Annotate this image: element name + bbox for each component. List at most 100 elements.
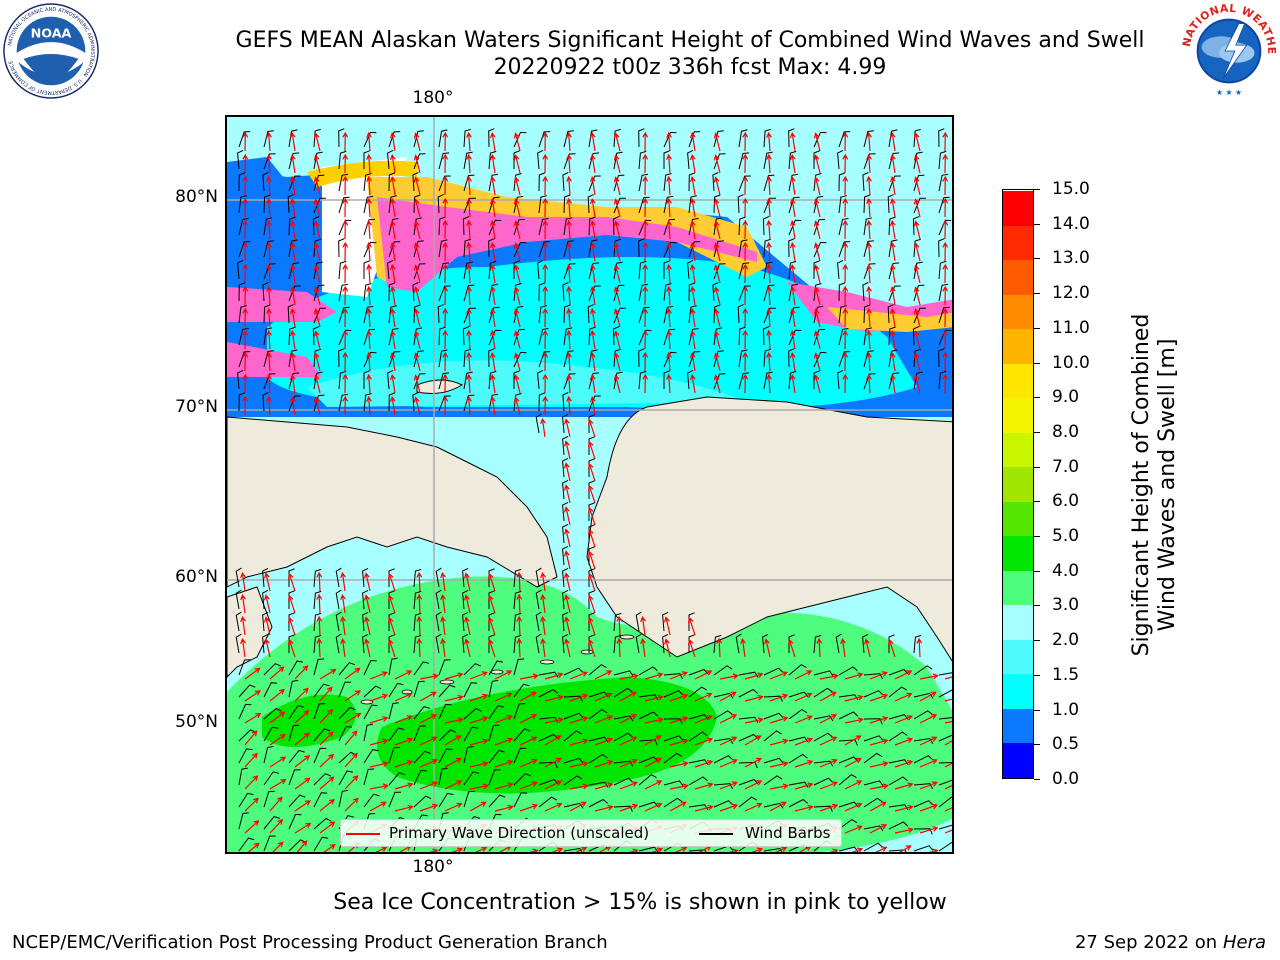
- wave-direction-arrow: [440, 593, 446, 614]
- wind-barb: [563, 240, 574, 258]
- wave-direction-arrow: [713, 220, 721, 240]
- wave-direction-arrow: [869, 693, 889, 702]
- wave-direction-arrow: [744, 672, 764, 680]
- wave-direction-arrow: [894, 737, 914, 746]
- wind-barb: [238, 282, 246, 302]
- wind-barb: [535, 567, 542, 588]
- wave-direction-arrow: [319, 776, 335, 790]
- wind-barb: [263, 790, 275, 808]
- wave-direction-arrow: [289, 285, 296, 306]
- wave-direction-arrow: [589, 307, 596, 328]
- wind-barb: [713, 240, 724, 258]
- wind-barb: [738, 372, 750, 390]
- wave-direction-arrow: [844, 735, 862, 746]
- wind-barb: [288, 568, 295, 587]
- wave-direction-arrow: [689, 329, 696, 350]
- wind-barb: [788, 753, 808, 764]
- wind-barb: [238, 241, 251, 258]
- wave-direction-arrow: [389, 241, 396, 262]
- wave-direction-arrow: [540, 571, 546, 592]
- wave-direction-arrow: [413, 330, 421, 350]
- wind-barb: [413, 634, 422, 654]
- wave-direction-arrow: [587, 440, 596, 460]
- wave-direction-arrow: [619, 781, 638, 790]
- wind-barb: [763, 151, 773, 170]
- wind-barb: [488, 260, 497, 280]
- wave-direction-arrow: [413, 264, 421, 284]
- wind-barb: [663, 241, 677, 258]
- wave-direction-arrow: [666, 263, 672, 284]
- wind-barb: [613, 128, 621, 148]
- wave-direction-arrow: [440, 615, 446, 636]
- wind-barb: [663, 283, 672, 302]
- wind-barb: [263, 153, 276, 170]
- wind-barb: [462, 216, 470, 236]
- wave-direction-arrow: [666, 153, 672, 174]
- wave-direction-arrow: [369, 738, 389, 746]
- wave-direction-arrow: [587, 616, 596, 636]
- wave-direction-arrow: [444, 735, 462, 746]
- wind-barb: [562, 479, 569, 500]
- wind-barb: [438, 703, 452, 720]
- wave-direction-arrow: [289, 131, 296, 152]
- wind-barb: [588, 502, 595, 521]
- wave-direction-arrow: [719, 736, 738, 746]
- wind-barb: [488, 612, 495, 631]
- wind-barb: [263, 682, 278, 698]
- colorbar-segment: [1003, 742, 1033, 778]
- wave-direction-arrow: [294, 732, 310, 746]
- wave-direction-arrow: [566, 307, 572, 328]
- colorbar-tick-label: 5.0: [1052, 526, 1080, 547]
- wind-barb: [437, 194, 444, 214]
- wind-barb: [713, 800, 734, 808]
- wind-barb: [788, 219, 802, 236]
- wind-barb: [613, 151, 623, 170]
- wave-direction-arrow: [494, 692, 513, 702]
- wave-direction-arrow: [666, 351, 672, 372]
- wave-direction-arrow: [564, 572, 571, 592]
- wave-direction-arrow: [564, 484, 571, 504]
- wave-direction-arrow: [442, 219, 449, 240]
- wave-direction-arrow: [744, 717, 764, 724]
- wind-barb: [363, 351, 377, 368]
- wind-barb: [638, 370, 647, 390]
- wind-barb: [513, 195, 524, 214]
- wind-barb: [763, 712, 784, 720]
- wind-barb: [788, 664, 807, 676]
- wind-barb: [462, 589, 469, 610]
- wind-barb: [663, 131, 677, 148]
- wind-barb: [738, 761, 758, 769]
- wave-direction-arrow: [594, 759, 614, 768]
- wave-direction-arrow: [944, 807, 952, 812]
- wind-barb: [313, 634, 322, 654]
- wind-barb: [587, 194, 594, 214]
- wave-direction-arrow: [740, 637, 746, 658]
- colorbar-tick: [1034, 397, 1040, 399]
- wind-barb: [262, 611, 269, 632]
- wind-barb: [388, 746, 400, 764]
- wind-barb: [788, 634, 795, 653]
- wind-barb: [813, 760, 834, 767]
- wind-barb: [513, 283, 522, 302]
- nws-logo: NATIONAL WEATHER SERVICE ★ ★ ★: [1180, 2, 1278, 97]
- wave-direction-arrow: [813, 330, 821, 350]
- wave-direction-arrow: [742, 219, 749, 240]
- wind-barb: [413, 263, 426, 280]
- colorbar-tick-label: 10.0: [1052, 352, 1090, 373]
- wave-direction-arrow: [789, 175, 796, 196]
- wind-barb: [363, 723, 374, 742]
- wind-barb: [263, 263, 276, 280]
- colorbar-tick: [1034, 327, 1040, 329]
- wave-direction-arrow: [369, 716, 389, 724]
- wind-barb: [335, 633, 342, 654]
- colorbar-tick: [1034, 779, 1040, 780]
- wind-barb: [913, 261, 923, 280]
- wind-barb: [438, 748, 453, 764]
- wave-direction-arrow: [589, 175, 596, 196]
- wind-barb: [388, 727, 405, 742]
- wave-direction-arrow: [613, 242, 621, 262]
- wave-direction-arrow: [944, 740, 952, 746]
- wave-direction-arrow: [413, 352, 421, 372]
- wind-barb: [238, 351, 251, 368]
- wave-direction-arrow: [919, 781, 938, 790]
